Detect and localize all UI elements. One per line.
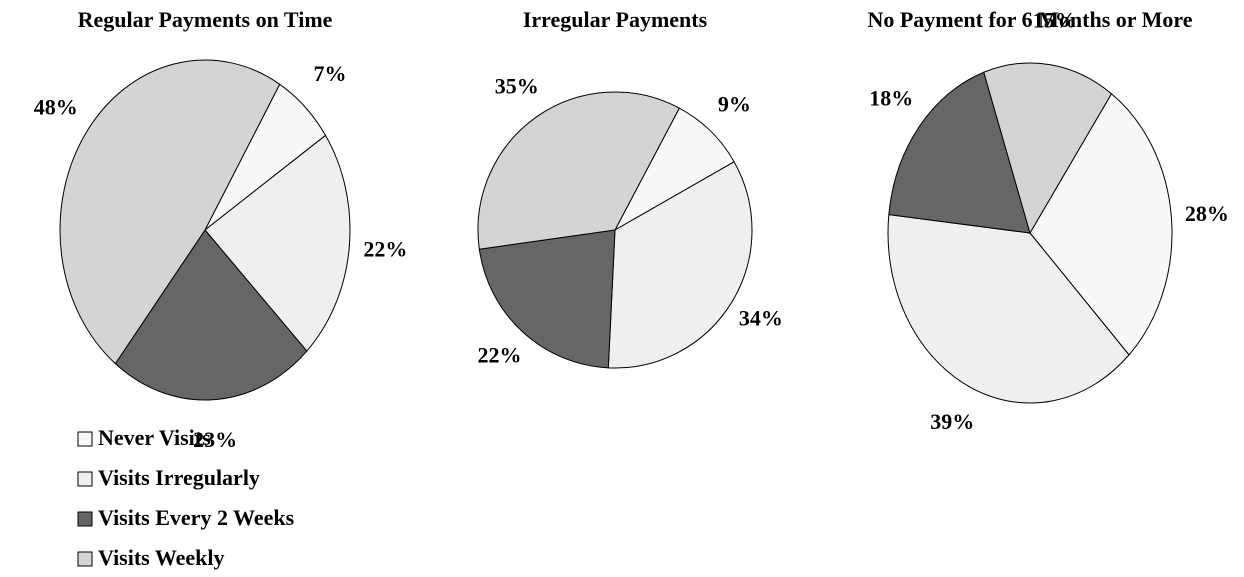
legend-swatch [77,511,93,527]
pie-slice [983,62,1113,235]
pie-slice [204,134,351,352]
legend-label: Visits Irregularly [98,465,260,490]
legend-swatch [77,431,93,447]
pie-slice [607,161,753,369]
pie-slice [887,214,1130,404]
pie-slice [114,229,308,401]
pie-slice [1029,92,1173,356]
chart-title: No Payment for 6 Months or More [867,7,1192,32]
pie-slice [59,59,281,365]
data-label: 18% [869,85,913,110]
chart-title: Regular Payments on Time [78,7,333,32]
legend-swatch [77,471,93,487]
legend-label: Visits Every 2 Weeks [98,505,295,530]
data-label: 39% [930,409,974,434]
data-label: 34% [739,305,783,330]
data-label: 22% [478,342,522,367]
data-label: 9% [718,91,751,116]
legend-label: Visits Weekly [98,545,225,570]
data-label: 7% [313,61,346,86]
data-label: 23% [193,427,237,452]
data-label: 22% [363,237,407,262]
pie-slice [477,91,680,250]
pie-slice [478,229,616,369]
chart-title: Irregular Payments [523,7,708,32]
legend-swatch [77,551,93,567]
legend-label: Never Visits [98,425,211,450]
data-label: 35% [495,74,539,99]
data-label: 48% [34,94,78,119]
pie-slice [888,71,1031,234]
data-label: 28% [1185,201,1229,226]
data-label: 15% [1033,8,1077,33]
